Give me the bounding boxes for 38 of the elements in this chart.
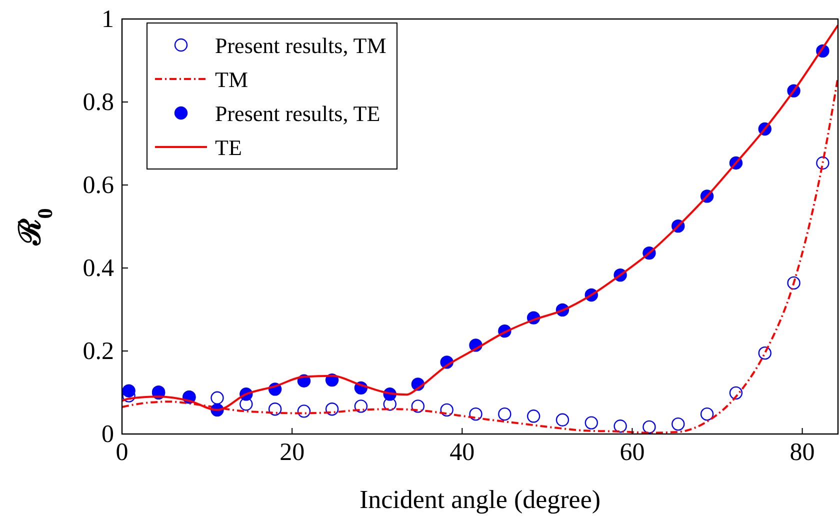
legend-label: TM bbox=[215, 67, 248, 92]
y-tick-label: 1 bbox=[102, 6, 114, 33]
x-tick-label: 60 bbox=[620, 439, 645, 466]
legend-label: Present results, TM bbox=[215, 33, 386, 58]
point bbox=[354, 400, 368, 413]
y-tick-label: 0.6 bbox=[82, 172, 114, 199]
point bbox=[440, 403, 454, 417]
y-tick-label: 0 bbox=[102, 421, 114, 448]
x-axis-title: Incident angle (degree) bbox=[359, 485, 601, 514]
point bbox=[383, 398, 396, 411]
point bbox=[325, 402, 339, 416]
legend-label: TE bbox=[215, 135, 242, 160]
point bbox=[210, 391, 224, 404]
point bbox=[584, 416, 598, 430]
point bbox=[498, 407, 512, 421]
point bbox=[787, 276, 800, 290]
point bbox=[672, 417, 685, 431]
point bbox=[642, 420, 656, 434]
point bbox=[729, 386, 743, 400]
y-tick-label: 0.8 bbox=[82, 89, 114, 116]
x-tick-label: 40 bbox=[450, 439, 475, 466]
legend-label: Present results, TE bbox=[215, 101, 380, 126]
point bbox=[816, 156, 830, 170]
point bbox=[469, 407, 482, 421]
point bbox=[556, 413, 570, 426]
x-tick-label: 20 bbox=[280, 439, 305, 466]
x-tick-label: 80 bbox=[790, 439, 815, 466]
point bbox=[758, 346, 772, 360]
point bbox=[526, 410, 540, 423]
point bbox=[297, 404, 311, 418]
y-tick-label: 0.2 bbox=[82, 338, 114, 365]
point bbox=[122, 384, 136, 398]
point bbox=[240, 398, 253, 411]
point bbox=[268, 402, 282, 416]
point bbox=[614, 420, 627, 433]
point bbox=[700, 407, 714, 421]
y-tick-label: 0.4 bbox=[82, 255, 114, 282]
point bbox=[411, 400, 425, 413]
